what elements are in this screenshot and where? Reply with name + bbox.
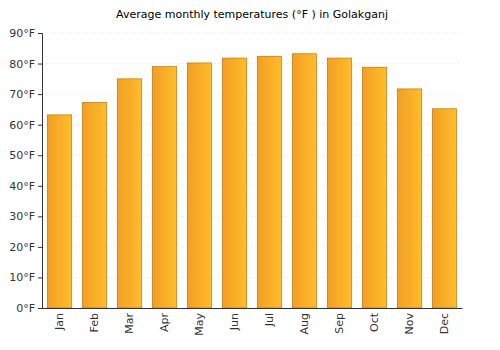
- y-tick-mark: [38, 33, 42, 34]
- y-tick: 50°F: [9, 149, 42, 162]
- x-tick-label: Jul: [263, 313, 276, 327]
- grid-line: [42, 63, 462, 64]
- bar: [82, 102, 107, 308]
- y-tick-mark: [38, 94, 42, 95]
- bar: [397, 89, 422, 308]
- y-tick: 0°F: [16, 302, 42, 315]
- y-tick-label: 40°F: [9, 180, 35, 193]
- chart: 0°F 10°F 20°F 30°F 40°F 50°F 60°F 70°F 80°F 90°F J…: [0, 0, 500, 350]
- x-axis: Jan Feb Mar Apr May Jun Jul Aug Sep Oct Nov Dec: [43, 308, 463, 336]
- plot: 0°F 10°F 20°F 30°F 40°F 50°F 60°F 70°F 80°F 90°F J…: [9, 27, 462, 336]
- y-tick: 60°F: [9, 119, 42, 132]
- y-tick-label: 80°F: [9, 58, 35, 71]
- x-tick: Sep: [333, 308, 346, 334]
- x-tick: Feb: [88, 308, 101, 332]
- bar: [222, 58, 247, 308]
- y-tick: 90°F: [9, 27, 42, 40]
- y-tick: 10°F: [9, 271, 42, 284]
- x-tick-label: Sep: [333, 313, 346, 334]
- y-tick-mark: [38, 64, 42, 65]
- x-tick: Jan: [53, 308, 66, 331]
- bar: [257, 56, 282, 308]
- y-tick: 70°F: [9, 88, 42, 101]
- bar: [117, 79, 142, 308]
- y-tick-mark: [38, 216, 42, 217]
- y-tick: 20°F: [9, 241, 42, 254]
- y-tick-label: 60°F: [9, 119, 35, 132]
- y-tick-mark: [38, 247, 42, 248]
- y-tick: 80°F: [9, 58, 42, 71]
- y-tick-label: 50°F: [9, 149, 35, 162]
- x-tick: Jun: [228, 308, 241, 331]
- y-tick-mark: [38, 277, 42, 278]
- x-tick: Mar: [123, 308, 136, 334]
- bar: [152, 67, 177, 308]
- y-tick: 40°F: [9, 180, 42, 193]
- x-tick-label: Feb: [88, 313, 101, 332]
- y-tick-mark: [38, 155, 42, 156]
- y-tick: 30°F: [9, 210, 42, 223]
- x-tick: Nov: [403, 308, 416, 334]
- x-tick: May: [193, 308, 206, 336]
- x-tick-label: Jan: [53, 313, 66, 331]
- y-axis-line: [38, 34, 43, 309]
- y-tick-label: 0°F: [16, 302, 35, 315]
- bar: [432, 109, 457, 308]
- x-tick-label: Oct: [368, 312, 381, 332]
- bars: [47, 54, 457, 308]
- grid: [42, 33, 462, 308]
- x-tick-label: Mar: [123, 313, 136, 334]
- x-tick-label: May: [193, 313, 206, 336]
- y-tick-label: 70°F: [9, 88, 35, 101]
- x-axis-line: [43, 308, 463, 309]
- y-tick-label: 10°F: [9, 271, 35, 284]
- y-tick-mark: [38, 125, 42, 126]
- x-tick-label: Aug: [298, 313, 311, 334]
- x-tick: Oct: [368, 308, 381, 332]
- x-tick: Apr: [158, 308, 171, 332]
- y-tick-mark: [38, 308, 42, 309]
- title: Average monthly temperatures (°F ) in Go…: [116, 8, 388, 21]
- x-tick: Dec: [438, 308, 451, 334]
- x-tick-label: Apr: [158, 313, 171, 333]
- bar: [47, 115, 72, 308]
- bar: [187, 63, 212, 308]
- x-tick-label: Nov: [403, 313, 416, 335]
- x-tick-label: Jun: [228, 313, 241, 331]
- x-tick-label: Dec: [438, 313, 451, 334]
- y-axis: 0°F 10°F 20°F 30°F 40°F 50°F 60°F 70°F 80°F 90°F: [9, 27, 42, 315]
- x-tick: Aug: [298, 308, 311, 334]
- bar: [292, 54, 317, 308]
- y-tick-label: 20°F: [9, 241, 35, 254]
- y-tick-mark: [38, 186, 42, 187]
- x-tick: Jul: [263, 308, 276, 327]
- y-tick-label: 90°F: [9, 27, 35, 40]
- y-tick-label: 30°F: [9, 210, 35, 223]
- bar: [362, 67, 387, 308]
- bar: [327, 58, 352, 308]
- grid-line: [42, 33, 462, 34]
